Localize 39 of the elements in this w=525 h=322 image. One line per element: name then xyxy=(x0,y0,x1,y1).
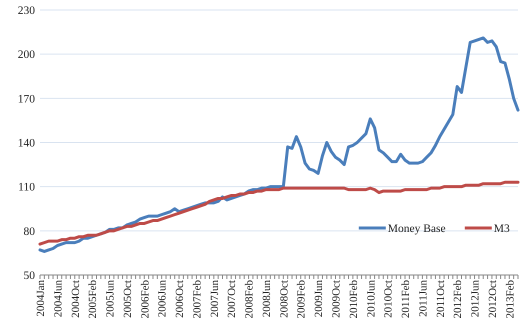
y-tick-label: 80 xyxy=(24,226,36,238)
x-tick-label: 2005Oct xyxy=(122,280,134,318)
x-tick-label: 2007Oct xyxy=(226,280,238,318)
y-tick-label: 50 xyxy=(24,270,36,282)
y-tick-label: 230 xyxy=(18,5,36,18)
x-tick-label: 2007Feb xyxy=(191,280,204,318)
x-tick-label: 2005Feb xyxy=(87,280,100,318)
x-tick-label: 2007Jun xyxy=(208,280,221,318)
x-tick-label: 2009Jun xyxy=(313,280,326,318)
x-tick-label: 2011Oct xyxy=(434,280,447,318)
y-tick-label: 170 xyxy=(18,93,36,106)
x-tick-label: 2008Feb xyxy=(244,280,256,318)
x-tick-label: 2011Feb xyxy=(400,280,412,318)
x-tick-label: 2006Feb xyxy=(139,280,152,318)
y-tick-label: 200 xyxy=(18,49,36,62)
x-tick-label: 2006Jun xyxy=(156,280,169,318)
x-tick-label: 2008Jun xyxy=(260,280,273,318)
x-tick-label: 2004Jan xyxy=(35,280,47,317)
x-tick-label: 2011Jun xyxy=(417,280,430,317)
x-tick-label: 2004Jun xyxy=(52,280,64,318)
x-tick-label: 2012Jun xyxy=(470,280,482,318)
x-tick-label: 2012Feb xyxy=(452,280,464,318)
x-tick-label: 2010Feb xyxy=(348,280,360,318)
legend-label: Money Base xyxy=(388,223,446,236)
x-tick-label: 2006Oct xyxy=(174,280,186,318)
legend-label: M3 xyxy=(494,223,510,236)
x-tick-label: 2010Jun xyxy=(365,280,378,318)
x-tick-label: 2013Feb xyxy=(504,280,516,318)
x-tick-label: 2010Oct xyxy=(382,280,395,318)
y-tick-label: 140 xyxy=(18,138,36,150)
x-tick-label: 2009Feb xyxy=(296,280,308,318)
y-tick-label: 110 xyxy=(18,182,36,194)
x-tick-label: 2005Jun xyxy=(104,280,117,318)
x-tick-label: 2004Oct xyxy=(70,280,82,318)
x-tick-label: 2008Oct xyxy=(278,280,290,318)
x-tick-label: 2009Oct xyxy=(330,280,342,318)
line-series xyxy=(38,36,520,253)
x-tick-label: 2012Oct xyxy=(486,280,499,318)
line-series xyxy=(38,180,520,246)
